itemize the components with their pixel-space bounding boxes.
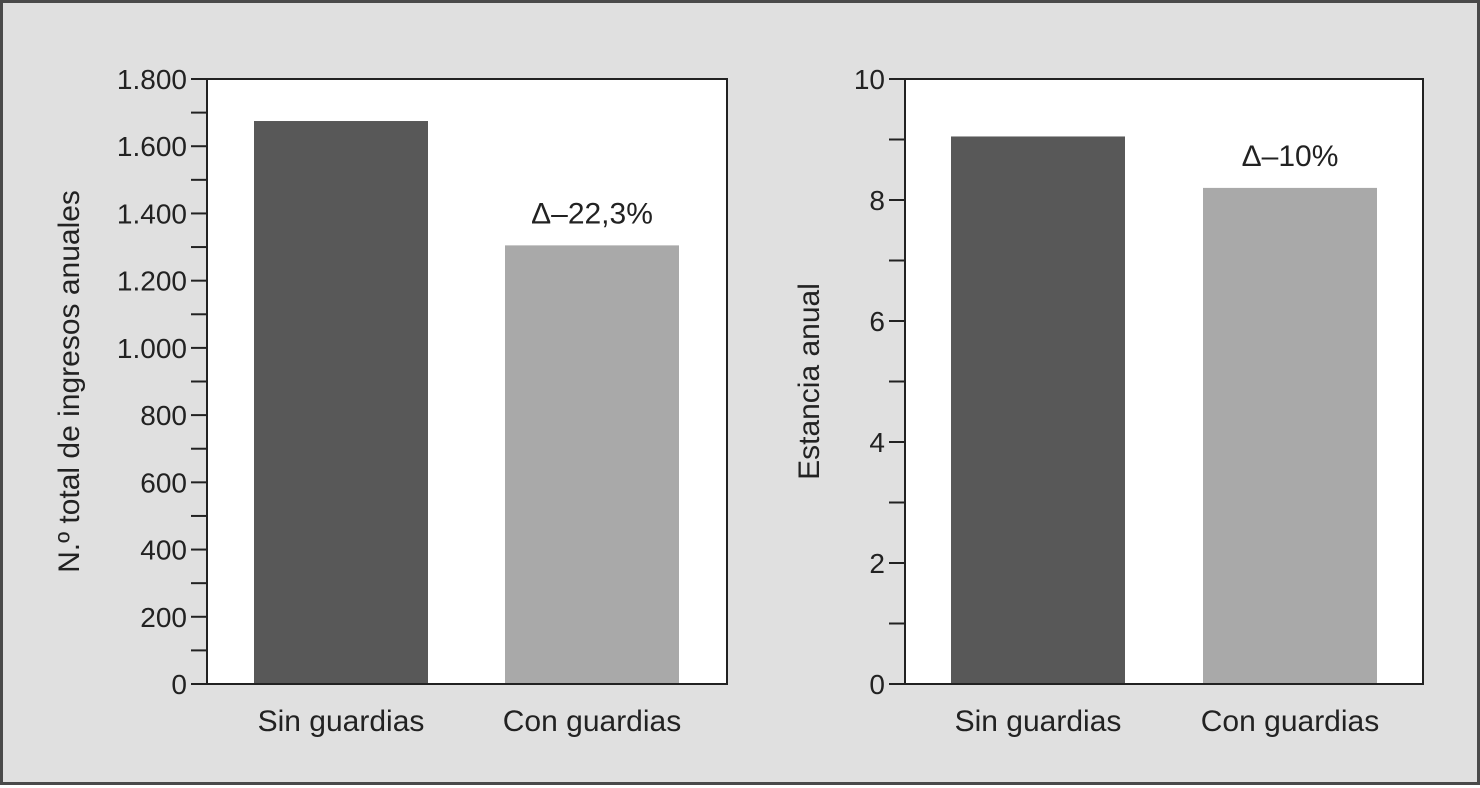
y-tick-label: 600 bbox=[140, 467, 187, 498]
y-axis-title: Estancia anual bbox=[793, 283, 826, 480]
y-tick-label: 400 bbox=[140, 535, 187, 566]
y-tick-label: 200 bbox=[140, 602, 187, 633]
bar-sin-guardias bbox=[254, 121, 428, 684]
chart-estancia: 0 2 4 6 8 10 Estancia anual Δ–10% Sin guardia… bbox=[793, 64, 1424, 738]
annotation-label: Δ–22,3% bbox=[531, 197, 653, 230]
y-tick-label: 0 bbox=[869, 669, 885, 700]
y-tick-label: 1.600 bbox=[117, 131, 187, 162]
y-tick-label: 1.000 bbox=[117, 333, 187, 364]
plot-border bbox=[904, 78, 1424, 685]
bar-con-guardias bbox=[505, 245, 679, 684]
y-tick-label: 10 bbox=[854, 64, 885, 95]
category-label: Con guardias bbox=[503, 705, 681, 738]
y-tick-label: 2 bbox=[869, 548, 885, 579]
y-tick-label: 8 bbox=[869, 185, 885, 216]
y-tick-label: 1.400 bbox=[117, 198, 187, 229]
y-tick-label: 800 bbox=[140, 400, 187, 431]
plot-border bbox=[206, 78, 728, 685]
y-tick-label: 6 bbox=[869, 306, 885, 337]
y-tick-label: 1.200 bbox=[117, 266, 187, 297]
category-label: Con guardias bbox=[1201, 705, 1379, 738]
chart-ingresos: 0 200 400 600 800 1.000 1.200 1.400 1.600 1.800 N… bbox=[53, 64, 728, 738]
charts-canvas: 0 200 400 600 800 1.000 1.200 1.400 1.600 1.800 N… bbox=[53, 64, 1424, 738]
y-tick-label: 0 bbox=[171, 669, 187, 700]
annotation-label: Δ–10% bbox=[1242, 140, 1339, 173]
y-tick-label: 1.800 bbox=[117, 64, 187, 95]
y-tick-label: 4 bbox=[869, 427, 885, 458]
bar-con-guardias bbox=[1203, 187, 1377, 684]
category-label: Sin guardias bbox=[955, 705, 1122, 738]
bar-sin-guardias bbox=[951, 136, 1125, 685]
y-axis-title: N.º total de ingresos anuales bbox=[53, 190, 86, 573]
category-label: Sin guardias bbox=[258, 705, 425, 738]
